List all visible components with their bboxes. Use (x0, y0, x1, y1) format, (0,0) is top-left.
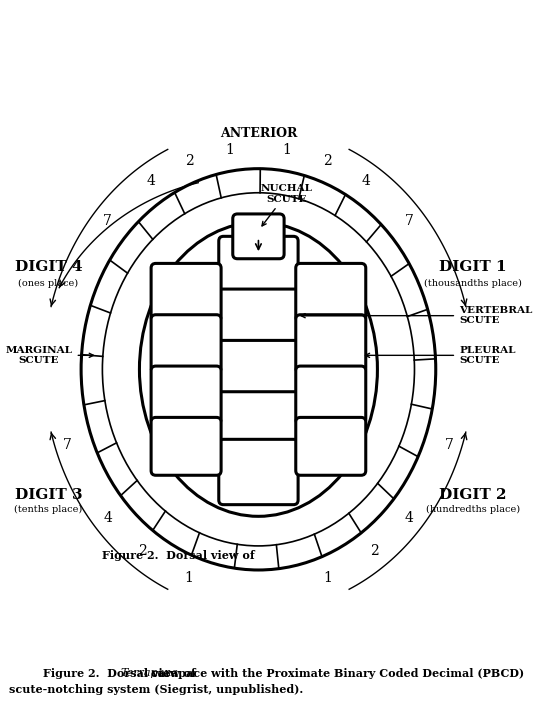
Text: DIGIT 3: DIGIT 3 (15, 488, 82, 503)
Text: DIGIT 2: DIGIT 2 (440, 488, 507, 503)
Text: 7: 7 (445, 438, 454, 452)
Text: 4: 4 (362, 174, 370, 189)
Text: Figure 2.  Dorsal view of: Figure 2. Dorsal view of (43, 667, 200, 679)
Text: 2: 2 (138, 544, 146, 558)
Text: 1: 1 (226, 143, 234, 157)
Text: (hundredths place): (hundredths place) (426, 505, 520, 514)
FancyBboxPatch shape (215, 341, 301, 398)
FancyBboxPatch shape (151, 366, 221, 424)
Text: Figure 2.  Dorsal view of: Figure 2. Dorsal view of (102, 551, 259, 562)
Text: Terrapene: Terrapene (120, 668, 178, 678)
FancyBboxPatch shape (215, 392, 301, 449)
FancyBboxPatch shape (296, 366, 366, 424)
FancyBboxPatch shape (219, 439, 298, 505)
Text: DIGIT 1: DIGIT 1 (439, 260, 507, 274)
FancyBboxPatch shape (214, 289, 303, 347)
Text: 7: 7 (405, 214, 414, 228)
Text: 1: 1 (282, 143, 291, 157)
FancyBboxPatch shape (219, 236, 298, 297)
Text: PLEURAL
SCUTE: PLEURAL SCUTE (366, 346, 516, 365)
Text: 4: 4 (405, 510, 414, 525)
FancyBboxPatch shape (151, 418, 221, 475)
Text: 7: 7 (63, 438, 72, 452)
Text: 1: 1 (323, 571, 332, 585)
FancyBboxPatch shape (151, 315, 221, 372)
FancyBboxPatch shape (296, 264, 366, 321)
Text: (tenths place): (tenths place) (15, 505, 83, 514)
Text: DIGIT 4: DIGIT 4 (15, 260, 82, 274)
FancyBboxPatch shape (296, 315, 366, 372)
Text: MARGINAL
SCUTE: MARGINAL SCUTE (5, 346, 93, 365)
Text: (ones place): (ones place) (18, 279, 78, 287)
Text: 7: 7 (103, 214, 112, 228)
FancyBboxPatch shape (151, 264, 221, 321)
Text: 4: 4 (146, 174, 156, 189)
Text: 2: 2 (370, 544, 379, 558)
Text: 1: 1 (185, 571, 193, 585)
Text: NUCHAL
SCUTE: NUCHAL SCUTE (260, 184, 313, 226)
Text: ANTERIOR: ANTERIOR (220, 127, 297, 140)
FancyBboxPatch shape (233, 214, 284, 258)
FancyBboxPatch shape (296, 418, 366, 475)
Text: (thousandths place): (thousandths place) (424, 279, 522, 287)
Text: scute-notching system (Siegrist, unpublished).: scute-notching system (Siegrist, unpubli… (10, 683, 303, 695)
Text: VERTEBRAL
SCUTE: VERTEBRAL SCUTE (301, 306, 532, 325)
Text: 4: 4 (103, 510, 112, 525)
Text: carapace with the Proximate Binary Coded Decimal (PBCD): carapace with the Proximate Binary Coded… (147, 667, 524, 679)
Text: 2: 2 (323, 154, 332, 168)
Text: 2: 2 (185, 154, 193, 168)
